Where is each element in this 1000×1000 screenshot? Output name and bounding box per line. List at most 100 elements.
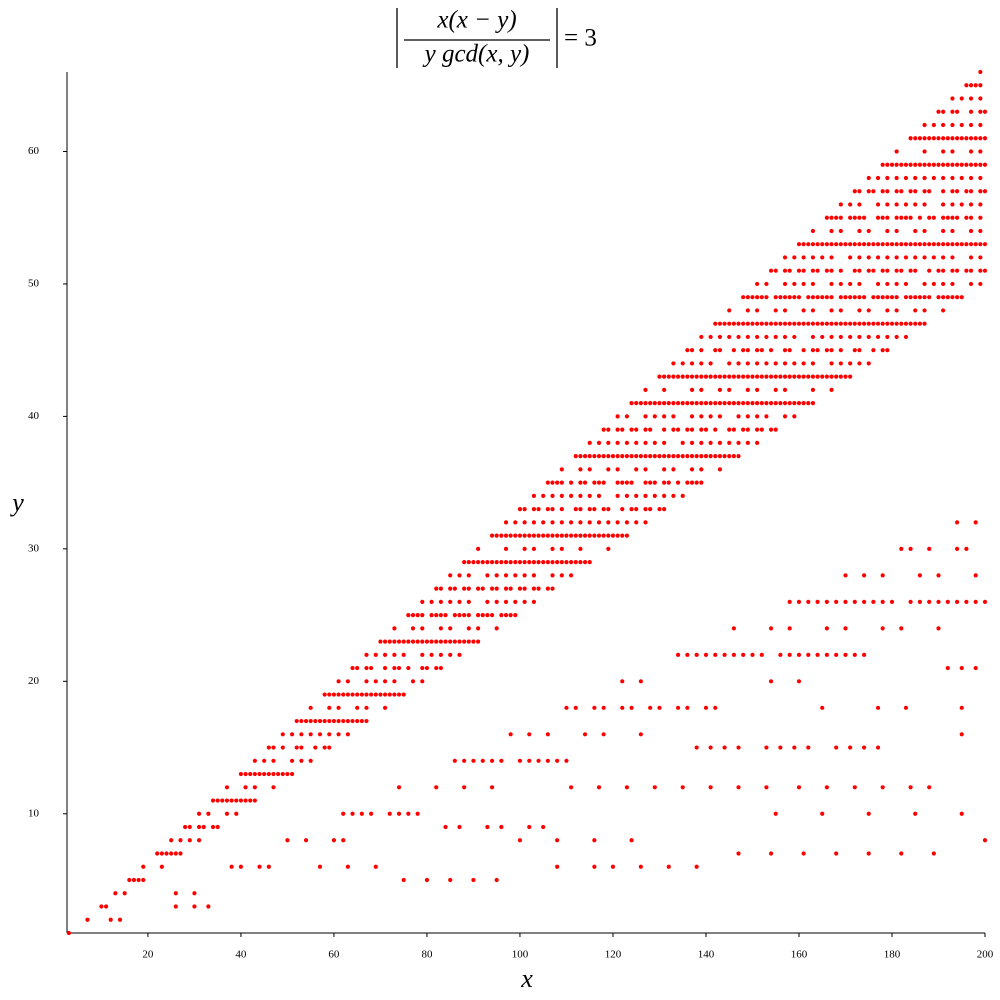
point: [555, 533, 560, 538]
point: [178, 838, 183, 843]
x-tick-label: 120: [605, 949, 622, 961]
point: [745, 361, 750, 366]
point: [885, 242, 890, 247]
point: [438, 665, 443, 671]
point: [950, 149, 955, 154]
point: [327, 705, 332, 710]
point: [387, 692, 392, 697]
y-axis-label: y: [9, 488, 24, 517]
point: [908, 321, 913, 326]
point: [927, 599, 932, 604]
point: [285, 771, 290, 777]
point: [773, 308, 778, 313]
point: [787, 626, 792, 631]
point: [280, 771, 285, 777]
point: [410, 639, 416, 644]
point: [582, 732, 588, 737]
point: [485, 573, 490, 578]
point: [810, 255, 816, 260]
point: [745, 334, 750, 340]
point: [973, 665, 978, 671]
point: [889, 295, 895, 300]
point: [252, 785, 257, 790]
point: [945, 162, 950, 167]
point: [536, 507, 541, 512]
point: [922, 175, 927, 181]
point: [978, 96, 983, 101]
point: [238, 771, 244, 777]
point: [401, 877, 406, 883]
point: [675, 454, 681, 459]
point: [838, 215, 843, 220]
point: [536, 758, 541, 763]
point: [922, 281, 927, 287]
point: [824, 242, 829, 247]
point: [913, 202, 918, 207]
point: [871, 268, 876, 273]
point: [810, 334, 816, 340]
point: [880, 573, 885, 578]
point: [894, 334, 899, 340]
point: [722, 401, 727, 406]
point: [945, 599, 950, 604]
point: [503, 599, 509, 604]
point: [615, 440, 620, 445]
point: [550, 586, 555, 591]
point: [620, 480, 625, 485]
point: [815, 652, 820, 657]
point: [950, 228, 955, 234]
point: [327, 718, 332, 724]
point: [857, 189, 862, 194]
point: [861, 242, 867, 247]
point: [861, 652, 867, 657]
point: [908, 268, 913, 273]
point: [838, 295, 843, 300]
point: [894, 228, 899, 234]
point: [248, 798, 253, 803]
point: [829, 228, 834, 234]
point: [466, 626, 471, 631]
point: [499, 612, 504, 618]
point: [555, 838, 560, 843]
point: [415, 639, 420, 644]
point: [741, 321, 746, 326]
point: [559, 507, 564, 512]
point: [569, 533, 574, 538]
point: [573, 705, 578, 710]
point: [857, 242, 862, 247]
point: [834, 215, 839, 220]
point: [689, 387, 695, 393]
point: [773, 268, 778, 273]
point: [564, 533, 569, 538]
point: [848, 374, 853, 379]
point: [894, 295, 899, 300]
point: [624, 454, 630, 459]
point: [401, 652, 406, 657]
point: [689, 440, 695, 445]
point: [736, 374, 741, 379]
point: [648, 427, 653, 432]
point: [680, 361, 685, 366]
point: [606, 546, 611, 551]
point: [699, 467, 704, 472]
point: [103, 904, 109, 909]
point: [978, 122, 983, 128]
point: [801, 374, 806, 379]
point: [550, 520, 555, 525]
point: [648, 705, 653, 710]
point: [634, 493, 639, 498]
point: [545, 732, 550, 737]
point: [773, 811, 778, 816]
point: [634, 427, 639, 432]
point: [885, 189, 890, 194]
point: [406, 612, 411, 618]
point: [931, 162, 936, 167]
point: [866, 255, 871, 260]
point: [848, 295, 853, 300]
point: [476, 626, 481, 631]
point: [782, 255, 788, 260]
point: [629, 454, 634, 459]
point: [764, 361, 769, 366]
point: [806, 295, 811, 300]
point: [680, 401, 685, 406]
